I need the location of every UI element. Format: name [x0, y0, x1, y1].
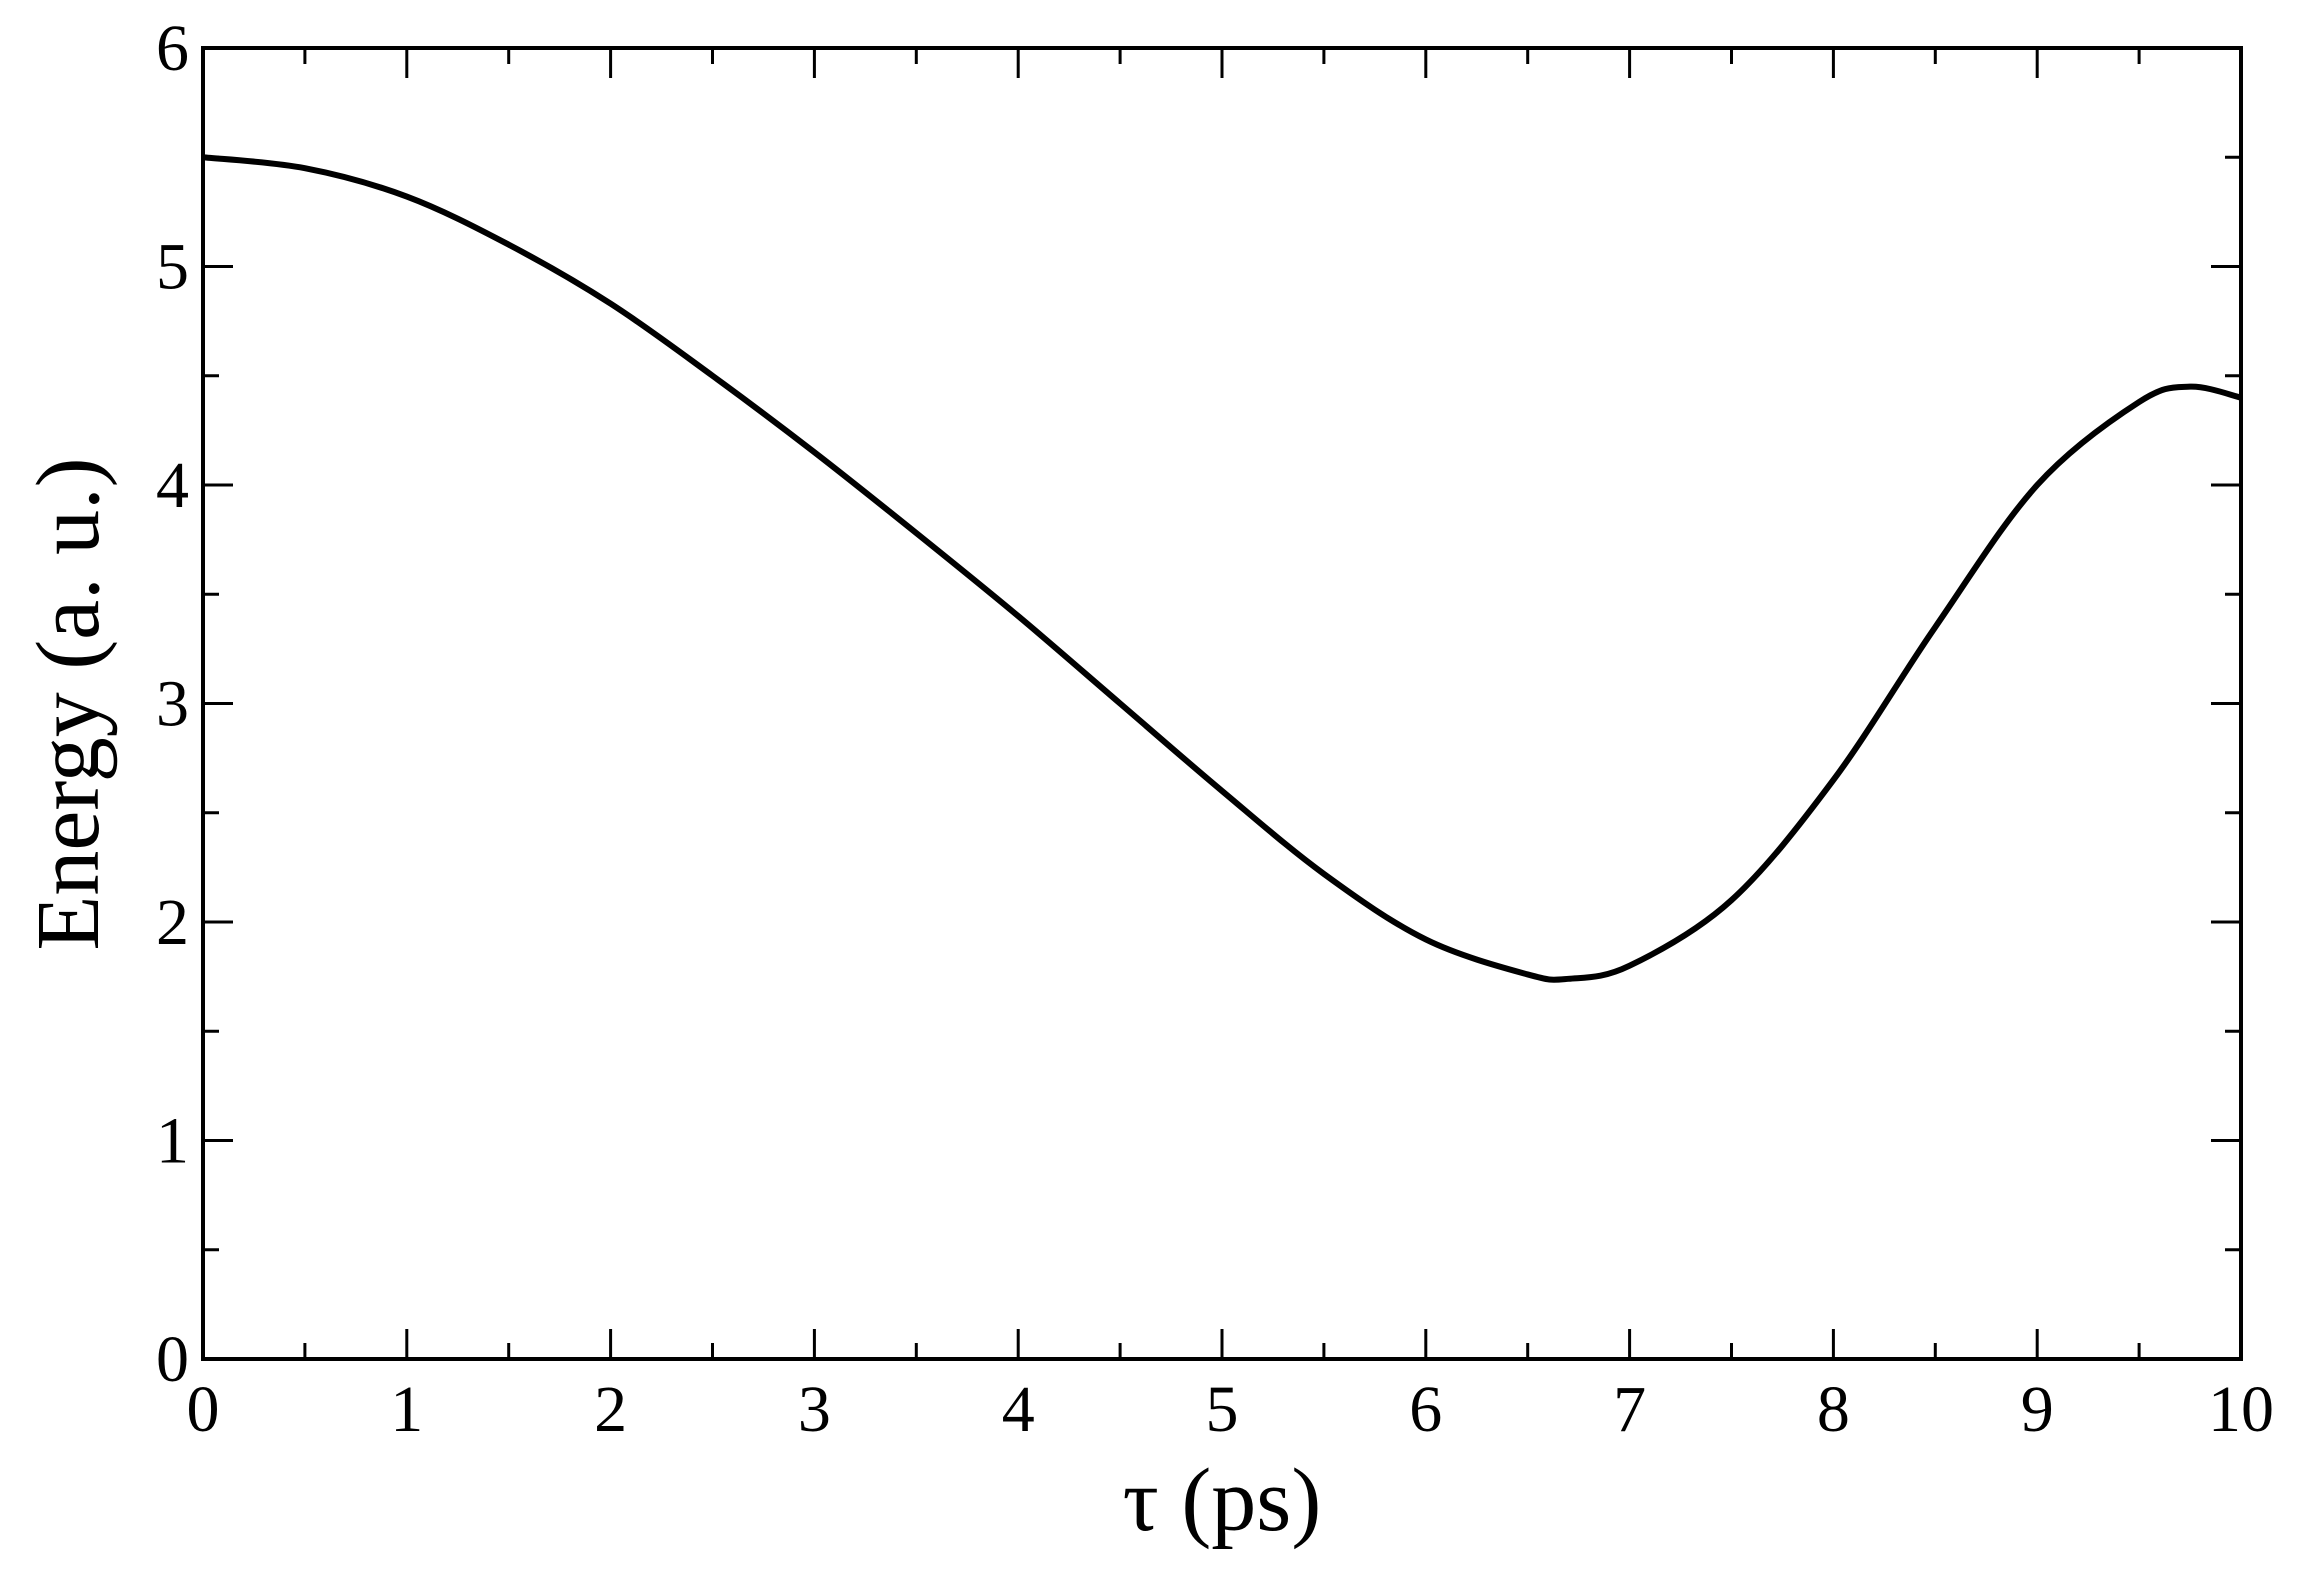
y-tick-label: 0 — [156, 1323, 189, 1396]
x-tick-label: 7 — [1613, 1373, 1646, 1446]
y-tick-label: 3 — [156, 668, 189, 741]
x-tick-label: 6 — [1409, 1373, 1442, 1446]
y-tick-label: 5 — [156, 231, 189, 304]
x-axis-label: τ (ps) — [1123, 1451, 1322, 1550]
x-tick-label: 3 — [798, 1373, 831, 1446]
y-tick-label: 1 — [156, 1105, 189, 1178]
y-tick-label: 4 — [156, 449, 189, 522]
y-tick-label: 6 — [156, 12, 189, 85]
x-tick-label: 8 — [1817, 1373, 1850, 1446]
x-tick-label: 5 — [1206, 1373, 1239, 1446]
data-line — [202, 154, 2242, 983]
x-tick-label: 9 — [2021, 1373, 2054, 1446]
x-tick-label: 1 — [390, 1373, 423, 1446]
x-tick-label: 10 — [2208, 1373, 2274, 1446]
x-tick-label: 2 — [594, 1373, 627, 1446]
y-axis-label: Energy (a. u.) — [19, 457, 118, 950]
x-tick-label: 0 — [187, 1373, 220, 1446]
x-tick-label: 4 — [1002, 1373, 1035, 1446]
y-tick-label: 2 — [156, 886, 189, 959]
